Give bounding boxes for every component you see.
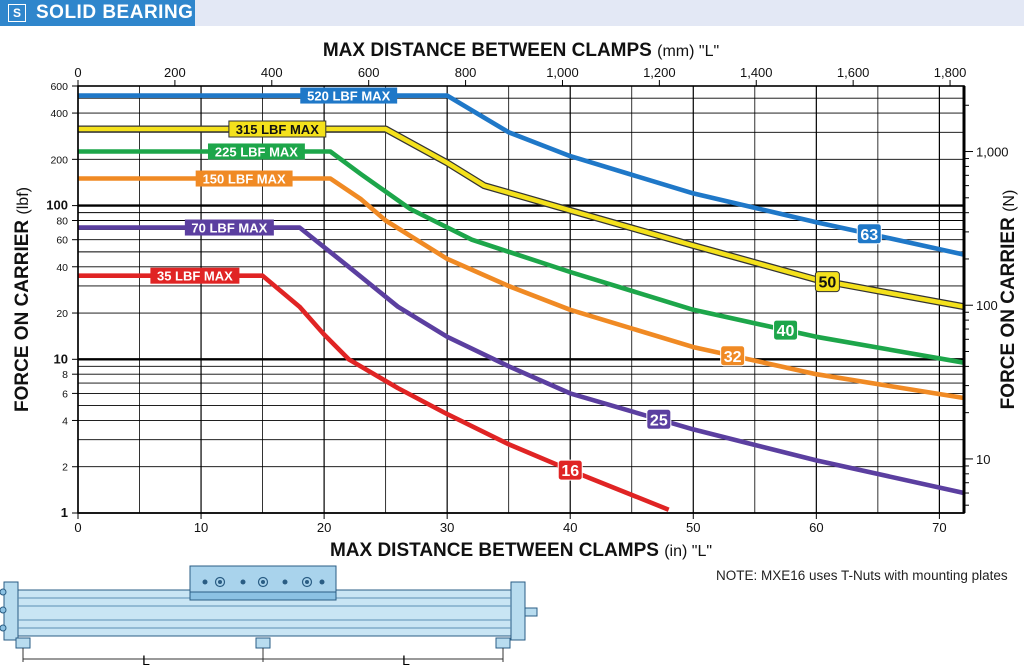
actuator-body <box>0 565 538 641</box>
size-badge-text: 16 <box>561 463 579 480</box>
series-32 <box>78 176 965 401</box>
series-63 <box>78 93 965 257</box>
y-tick-label: 20 <box>56 308 68 320</box>
max-label-63: 520 LBF MAX <box>300 87 398 104</box>
mounting-clamps <box>15 637 511 649</box>
series-line <box>78 225 965 496</box>
x-tick-label: 10 <box>194 520 208 535</box>
max-label-box <box>184 219 274 236</box>
y-tick-label: 200 <box>50 154 68 166</box>
size-badge-text: 40 <box>777 323 795 340</box>
max-label-50: 315 LBF MAX <box>228 120 327 138</box>
x-tick-label: 70 <box>932 520 946 535</box>
series-line <box>78 126 965 309</box>
y-tick-label: 400 <box>50 108 68 120</box>
y-tick-label: 2 <box>62 462 68 474</box>
dimension-label-right: L <box>402 652 410 665</box>
x-axis-title-bottom: MAX DISTANCE BETWEEN CLAMPS (in) "L" <box>330 540 712 561</box>
x-tick-label: 40 <box>563 520 577 535</box>
dimension-label-left: L <box>142 652 150 665</box>
x-tick-label: 30 <box>440 520 454 535</box>
x-tick-label: 60 <box>809 520 823 535</box>
size-badge-box <box>720 345 746 367</box>
series-line <box>78 93 965 257</box>
y-tick-label: 6 <box>62 388 68 400</box>
x-tick-label: 0 <box>74 520 81 535</box>
y-tick-label: 4 <box>62 415 68 427</box>
chart-frame <box>72 80 973 519</box>
size-badge-40: 40 <box>773 319 799 341</box>
size-badge-25: 25 <box>646 408 672 430</box>
max-label-text: 520 LBF MAX <box>307 89 390 104</box>
x-tick-label: 20 <box>317 520 331 535</box>
x-top-tick-label: 600 <box>358 65 380 80</box>
max-label-box <box>207 143 305 160</box>
force-distance-chart: 0 10 20 30 40 50 60 70 0 200 400 600 800 1,000 1,200 1,… <box>0 26 1024 562</box>
size-badge-box <box>773 319 799 341</box>
chart-grid <box>77 85 964 514</box>
x-top-tick-label: 1,000 <box>546 65 579 80</box>
x-top-tick-label: 400 <box>261 65 283 80</box>
header-badge: S <box>8 4 26 22</box>
y-right-tick-label: 10 <box>976 452 990 467</box>
x-top-tick-label: 1,600 <box>837 65 870 80</box>
y-tick-label: 8 <box>62 369 68 381</box>
size-badge-box <box>557 459 583 481</box>
size-badge-text: 32 <box>724 349 742 366</box>
size-badge-16: 16 <box>557 459 583 481</box>
max-label-text: 315 LBF MAX <box>236 122 319 137</box>
size-badge-32: 32 <box>720 345 746 367</box>
x-top-tick-label: 200 <box>164 65 186 80</box>
max-label-box <box>300 87 398 104</box>
max-label-25: 70 LBF MAX <box>184 219 274 236</box>
series-25 <box>78 225 965 496</box>
y-tick-label: 40 <box>56 262 68 274</box>
x-top-tick-label: 1,200 <box>643 65 676 80</box>
max-label-box <box>228 120 327 138</box>
y-tick-label: 60 <box>56 235 68 247</box>
max-label-text: 70 LBF MAX <box>191 221 267 236</box>
size-badge-text: 50 <box>819 275 837 292</box>
max-label-32: 150 LBF MAX <box>195 170 293 187</box>
size-badge-text: 25 <box>650 412 668 429</box>
y-axis-title-right: FORCE ON CARRIER (N) <box>998 190 1019 410</box>
size-badge-63: 63 <box>856 223 882 245</box>
x-top-tick-label: 800 <box>455 65 477 80</box>
y-tick-label: 80 <box>56 215 68 227</box>
series-line <box>78 273 670 512</box>
y-axis-title-left: FORCE ON CARRIER (lbf) <box>12 187 33 412</box>
chart-labels: 0 10 20 30 40 50 60 70 0 200 400 600 800 1,000 1,200 1,… <box>12 40 1019 561</box>
header-tab: S SOLID BEARING <box>0 0 195 26</box>
y-right-tick-label: 1,000 <box>976 145 1009 160</box>
max-label-text: 225 LBF MAX <box>215 144 298 159</box>
size-badge-box <box>856 223 882 245</box>
x-tick-label: 50 <box>686 520 700 535</box>
y-tick-label: 10 <box>54 351 68 366</box>
size-badge-box <box>814 271 840 293</box>
series-16 <box>78 273 670 512</box>
dimension-lines <box>22 648 504 662</box>
max-label-text: 35 LBF MAX <box>157 269 233 284</box>
y-tick-label: 600 <box>50 81 68 93</box>
note-text: NOTE: MXE16 uses T-Nuts with mounting pl… <box>716 568 1008 583</box>
header-title: SOLID BEARING <box>36 2 194 23</box>
actuator-diagram: L L <box>0 565 538 665</box>
x-axis-title-top: MAX DISTANCE BETWEEN CLAMPS (mm) "L" <box>323 40 719 61</box>
x-top-tick-label: 1,800 <box>934 65 967 80</box>
series-line <box>78 176 965 401</box>
y-tick-label: 1 <box>61 505 68 520</box>
max-label-box <box>150 267 240 284</box>
x-top-tick-label: 1,400 <box>740 65 773 80</box>
series-50 <box>78 125 965 311</box>
x-top-tick-label: 0 <box>74 65 81 80</box>
size-badge-text: 63 <box>860 227 878 244</box>
max-label-16: 35 LBF MAX <box>150 267 240 284</box>
y-right-tick-label: 100 <box>976 298 998 313</box>
size-badge-50: 50 <box>814 271 840 293</box>
max-label-40: 225 LBF MAX <box>207 143 305 160</box>
size-badge-box <box>646 408 672 430</box>
y-tick-label: 100 <box>46 198 68 213</box>
max-label-text: 150 LBF MAX <box>203 172 286 187</box>
max-label-box <box>195 170 293 187</box>
